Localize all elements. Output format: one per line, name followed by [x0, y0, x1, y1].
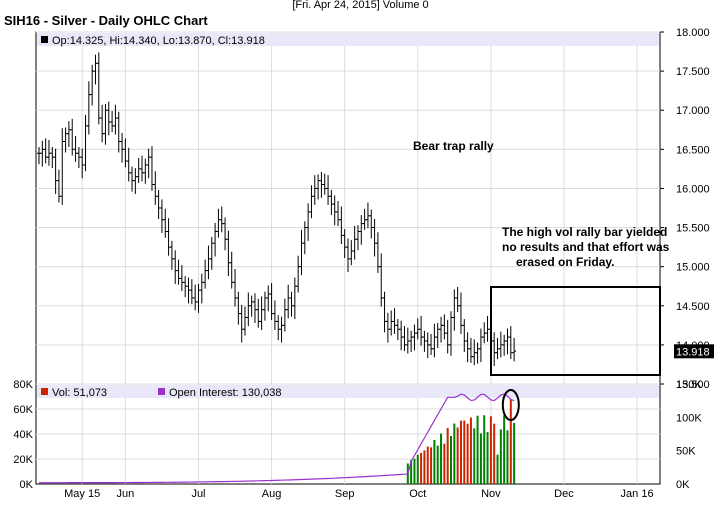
- price-tick-label: 14.500: [676, 301, 710, 313]
- price-tick-label: 17.000: [676, 105, 710, 117]
- price-tick-label: 16.000: [676, 183, 710, 195]
- volume-tick-label: 80K: [13, 379, 33, 391]
- time-tick-label: Aug: [262, 488, 282, 500]
- volume-tick-label: 60K: [13, 404, 33, 416]
- oi-tick-label: 150K: [676, 379, 702, 391]
- price-tick-label: 15.000: [676, 262, 710, 274]
- time-tick-label: Sep: [335, 488, 355, 500]
- price-tick-label: 17.500: [676, 66, 710, 78]
- note-annotation-line: no results and that effort was: [502, 240, 670, 254]
- time-tick-label: Oct: [409, 488, 426, 500]
- ohlc-readout-bar: [37, 33, 659, 46]
- last-price-box: [674, 344, 714, 359]
- last-price-label: 13.918: [676, 346, 710, 358]
- date-volume-banner: [Fri. Apr 24, 2015] Volume 0: [292, 0, 429, 11]
- price-tick-label: 18.000: [676, 27, 710, 39]
- price-panel: [35, 31, 661, 385]
- time-tick-label: Nov: [481, 488, 501, 500]
- chart-title: SIH16 - Silver - Daily OHLC Chart: [4, 13, 208, 28]
- price-tick-label: 13.500: [676, 379, 710, 391]
- series-swatch: [41, 36, 48, 43]
- highlight-box: [490, 286, 661, 376]
- vol-legend: Vol: 51,073: [52, 387, 107, 399]
- oi-legend: Open Interest: 130,038: [169, 387, 282, 399]
- bear-trap-annotation: Bear trap rally: [413, 139, 494, 153]
- vol-swatch: [41, 388, 48, 395]
- volume-tick-label: 0K: [20, 479, 34, 491]
- volume-tick-label: 20K: [13, 454, 33, 466]
- time-tick-label: Dec: [554, 488, 574, 500]
- time-tick-label: Jul: [191, 488, 205, 500]
- price-tick-label: 15.500: [676, 223, 710, 235]
- volume-legend-bar: [37, 385, 659, 398]
- price-tick-label: 16.500: [676, 144, 710, 156]
- time-tick-label: May 15: [64, 488, 100, 500]
- note-annotation-line: The high vol rally bar yielded: [502, 225, 667, 239]
- open-interest-line: [39, 393, 515, 484]
- oi-tick-label: 0K: [676, 479, 690, 491]
- volume-tick-label: 40K: [13, 429, 33, 441]
- oi-tick-label: 50K: [676, 446, 696, 458]
- note-annotation-line: erased on Friday.: [516, 255, 614, 269]
- high-volume-circle: [501, 389, 520, 421]
- oi-tick-label: 100K: [676, 412, 702, 424]
- oi-swatch: [158, 388, 165, 395]
- time-tick-label: Jun: [117, 488, 135, 500]
- ohlc-readout: Op:14.325, Hi:14.340, Lo:13.870, Cl:13.9…: [52, 35, 265, 47]
- time-tick-label: Jan 16: [621, 488, 654, 500]
